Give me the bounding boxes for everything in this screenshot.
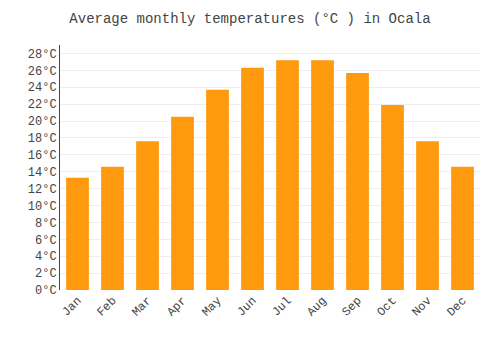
svg-text:16°C: 16°C [28, 149, 57, 163]
svg-text:28°C: 28°C [28, 48, 57, 62]
svg-text:12°C: 12°C [28, 183, 57, 197]
svg-text:22°C: 22°C [28, 98, 57, 112]
svg-text:26°C: 26°C [28, 65, 57, 79]
svg-text:8°C: 8°C [35, 217, 57, 231]
svg-text:6°C: 6°C [35, 234, 57, 248]
svg-text:18°C: 18°C [28, 132, 57, 146]
svg-text:24°C: 24°C [28, 81, 57, 95]
svg-text:Jul: Jul [269, 294, 294, 319]
svg-text:Average monthly temperatures (: Average monthly temperatures (°C ) in Oc… [69, 11, 430, 27]
svg-text:Aug: Aug [304, 294, 329, 319]
svg-text:2°C: 2°C [35, 267, 57, 281]
svg-text:Jan: Jan [59, 294, 84, 319]
svg-text:20°C: 20°C [28, 115, 57, 129]
svg-text:14°C: 14°C [28, 166, 57, 180]
svg-text:4°C: 4°C [35, 250, 57, 264]
svg-text:Oct: Oct [374, 294, 399, 319]
svg-text:May: May [199, 294, 224, 319]
svg-text:Nov: Nov [409, 294, 434, 319]
svg-text:Sep: Sep [339, 294, 364, 319]
svg-text:Feb: Feb [94, 294, 119, 319]
svg-text:Apr: Apr [164, 294, 189, 319]
svg-text:0°C: 0°C [35, 284, 57, 298]
svg-text:Mar: Mar [129, 294, 154, 319]
svg-text:Jun: Jun [234, 294, 259, 319]
svg-text:10°C: 10°C [28, 200, 57, 214]
svg-text:Dec: Dec [444, 294, 469, 319]
